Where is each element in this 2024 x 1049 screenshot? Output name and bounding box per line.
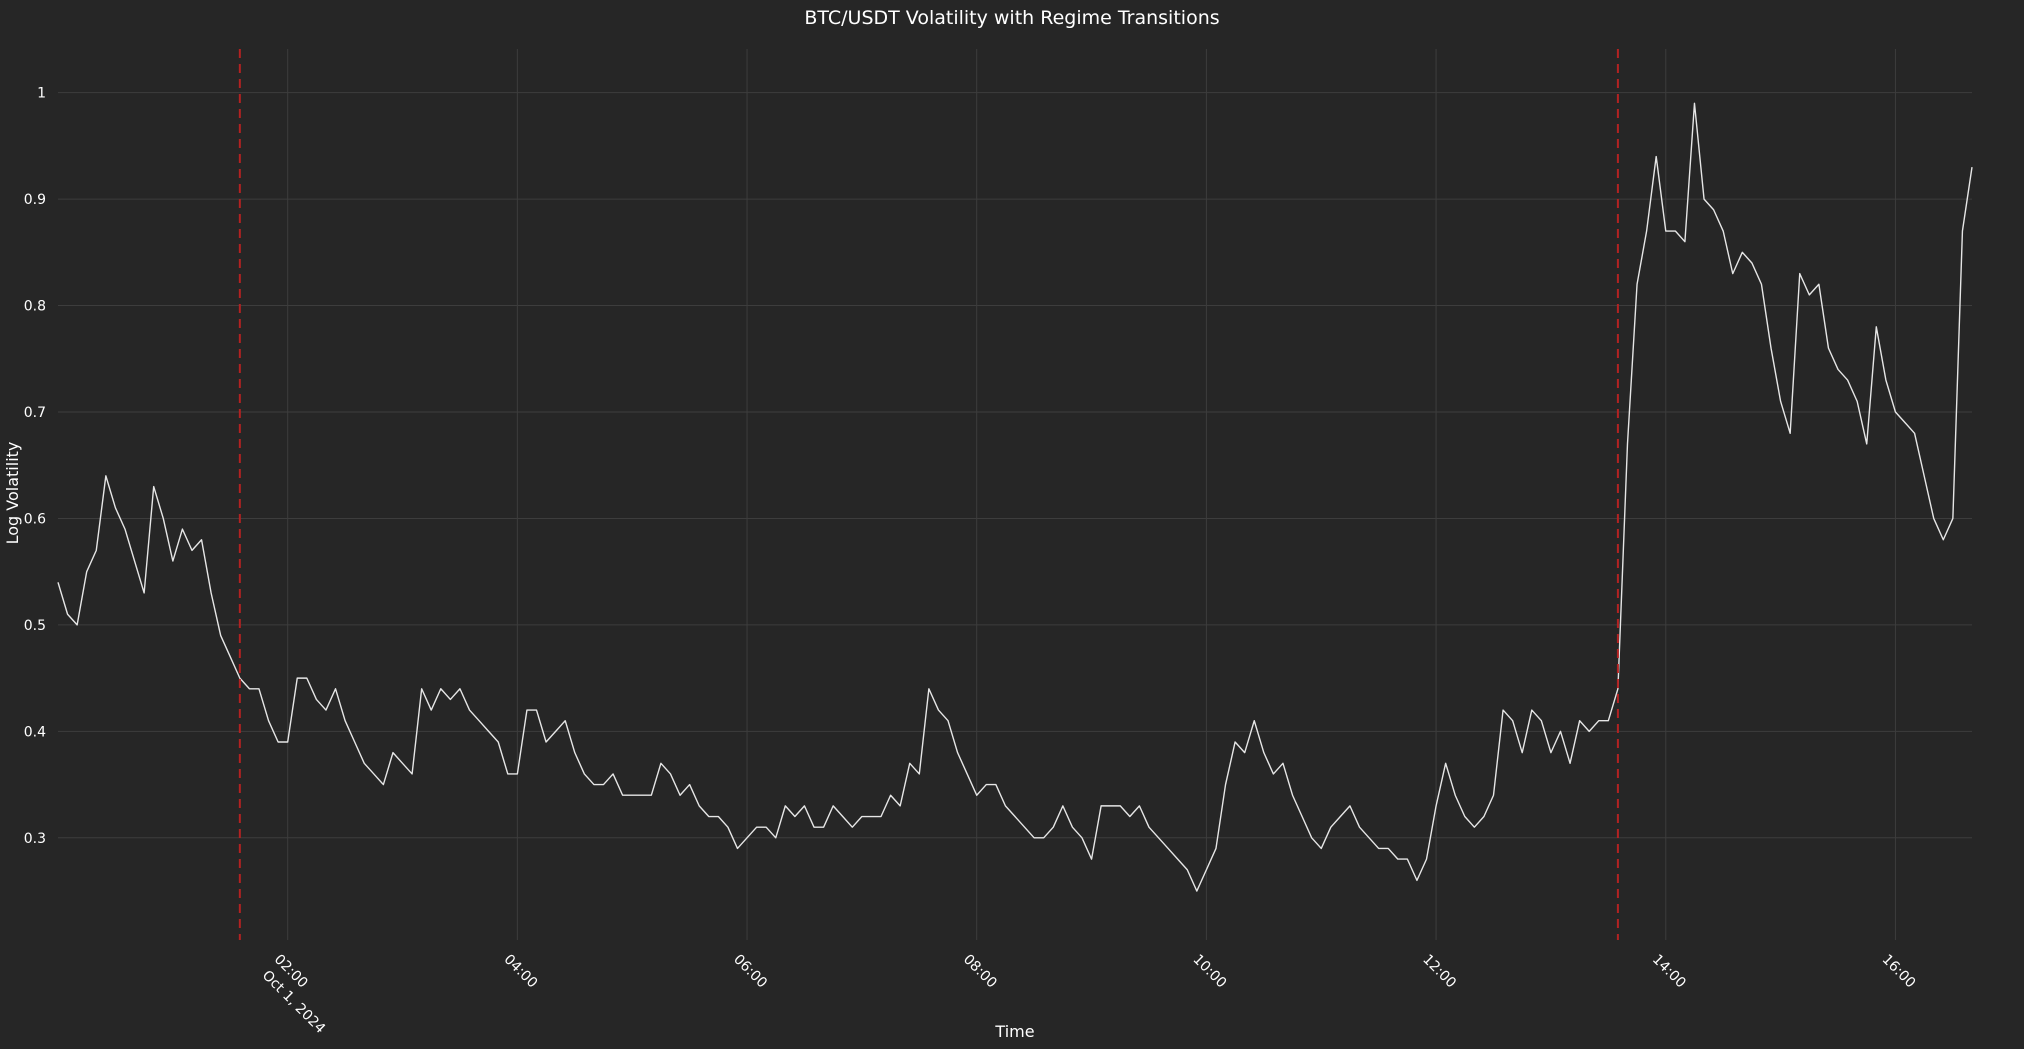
y-tick-label: 1: [37, 86, 46, 102]
x-tick-label: 08:00: [960, 952, 1000, 992]
y-tick-label: 0.6: [24, 511, 46, 527]
x-tick-label: 10:00: [1190, 952, 1230, 992]
x-tick-label: 04:00: [501, 952, 541, 992]
y-tick-label: 0.5: [24, 618, 46, 634]
y-tick-label: 0.9: [24, 192, 46, 208]
volatility-line: [57, 102, 1973, 892]
x-axis-title: Time: [994, 1022, 1034, 1041]
x-tick-label: 12:00: [1419, 952, 1459, 992]
y-tick-label: 0.3: [24, 831, 46, 847]
x-tick-label: 16:00: [1879, 952, 1919, 992]
chart-title: BTC/USDT Volatility with Regime Transiti…: [804, 7, 1219, 29]
y-tick-label: 0.8: [24, 299, 46, 315]
y-tick-label: 0.7: [24, 405, 46, 421]
y-tick-label: 0.4: [24, 724, 46, 740]
x-tick-label: 06:00: [730, 952, 770, 992]
x-tick-label: 14:00: [1649, 952, 1689, 992]
y-axis-title: Log Volatility: [3, 442, 22, 545]
